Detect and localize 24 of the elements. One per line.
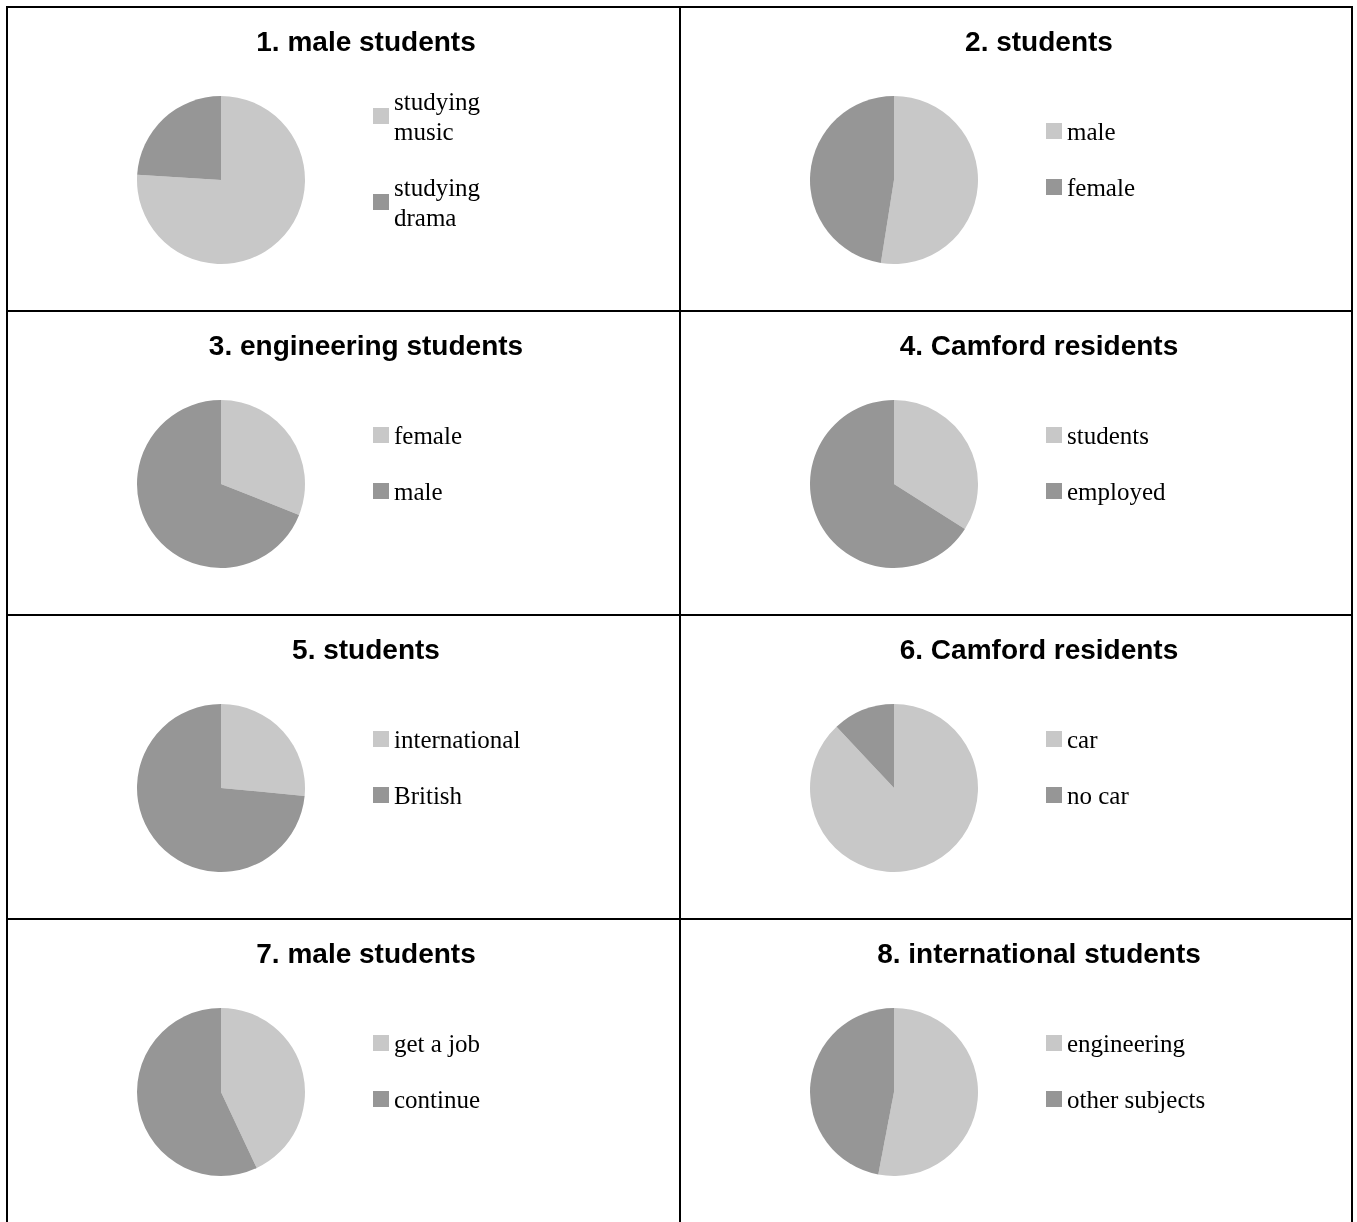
legend-label: car [1067,725,1099,753]
legend-label: other subjects [1067,1085,1206,1113]
legend-label: British [394,781,463,809]
legend-label: female [1067,173,1136,201]
chart-title: 3. engineering students [208,329,524,361]
chart-title: 4. Camford residents [899,329,1179,361]
chart-title: 1. male students [256,25,476,57]
chart-title: 6. Camford residents [899,633,1179,665]
legend-label: employed [1067,477,1167,505]
legend-label: get a job [394,1029,481,1057]
chart-title: 8. international students [877,937,1201,969]
legend-label: studying drama [394,173,487,231]
legend-label: no car [1067,781,1130,809]
legend-label: female [394,421,463,449]
legend-label: continue [394,1085,481,1113]
legend-label: male [1067,117,1116,145]
chart-title: 5. students [292,633,440,665]
chart-title: 7. male students [256,937,476,969]
legend-label: international [394,725,521,753]
legend-label: studying music [394,87,487,145]
legend-label: male [394,477,443,505]
legend-label: engineering [1067,1029,1186,1057]
legend-label: students [1067,421,1149,449]
chart-title: 2. students [965,25,1113,57]
